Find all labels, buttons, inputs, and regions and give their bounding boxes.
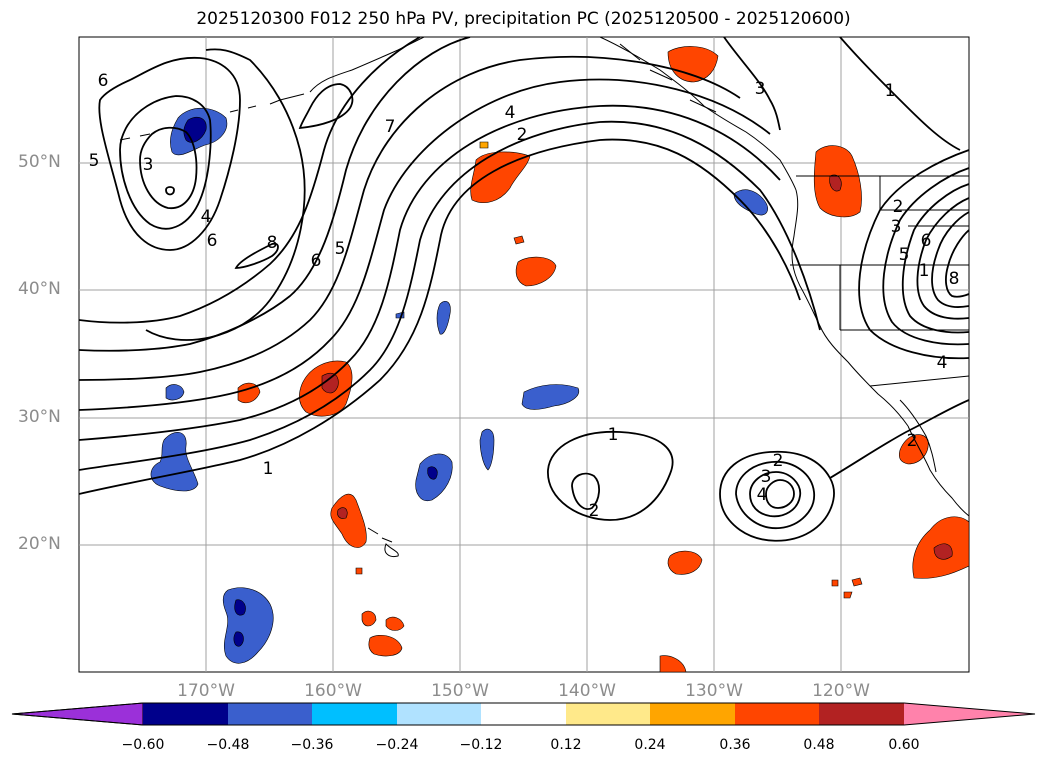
colorbar-segment bbox=[143, 703, 228, 725]
contour-label: 5 bbox=[335, 239, 346, 259]
lon-label: 140°W bbox=[558, 681, 616, 701]
contour-label: 3 bbox=[143, 155, 154, 175]
contour-label: 2 bbox=[893, 197, 904, 217]
contour-label: 6 bbox=[921, 231, 932, 251]
colorbar-tick: −0.48 bbox=[206, 737, 250, 753]
colorbar-tick: −0.24 bbox=[375, 737, 419, 753]
map-frame bbox=[78, 36, 970, 673]
colorbar-segment bbox=[312, 703, 397, 725]
lat-label: 30°N bbox=[18, 407, 61, 427]
lon-label: 150°W bbox=[431, 681, 489, 701]
colorbar-segment bbox=[819, 703, 904, 725]
contour-label: 2 bbox=[589, 501, 600, 521]
contour-label: 4 bbox=[201, 207, 212, 227]
contour-label: 5 bbox=[899, 245, 910, 265]
contour-label: 6 bbox=[207, 231, 218, 251]
colorbar-segment bbox=[397, 703, 481, 725]
contour-label: 4 bbox=[505, 103, 516, 123]
colorbar bbox=[11, 702, 1036, 726]
contour-label: 2 bbox=[517, 125, 528, 145]
lon-label: 120°W bbox=[812, 681, 870, 701]
colorbar-segment bbox=[566, 703, 650, 725]
contour-label: 8 bbox=[949, 269, 960, 289]
map-title: 2025120300 F012 250 hPa PV, precipitatio… bbox=[196, 9, 851, 29]
lon-label: 160°W bbox=[304, 681, 362, 701]
colorbar-tick: 0.12 bbox=[550, 737, 582, 753]
contour-label: 6 bbox=[311, 251, 322, 271]
colorbar-tick: 0.60 bbox=[888, 737, 920, 753]
colorbar-tick: 0.24 bbox=[634, 737, 666, 753]
colorbar-tick: −0.36 bbox=[290, 737, 334, 753]
lon-label: 130°W bbox=[685, 681, 743, 701]
contour-label: 6 bbox=[98, 71, 109, 91]
contour-label: 7 bbox=[385, 117, 396, 137]
contour-label: 4 bbox=[937, 353, 948, 373]
colorbar-tick: −0.60 bbox=[121, 737, 165, 753]
pv-contours bbox=[79, 37, 969, 542]
lat-label: 20°N bbox=[18, 534, 61, 554]
contour-label: 2 bbox=[907, 431, 918, 451]
precip-positive bbox=[237, 46, 969, 672]
colorbar-segment bbox=[481, 703, 566, 725]
colorbar-tick: 0.48 bbox=[803, 737, 835, 753]
colorbar-segment bbox=[228, 703, 312, 725]
colorbar-segment bbox=[735, 703, 819, 725]
colorbar-segment bbox=[650, 703, 735, 725]
contour-label: 5 bbox=[89, 151, 100, 171]
colorbar-outline bbox=[11, 702, 1036, 726]
contour-label: 1 bbox=[919, 261, 930, 281]
lat-label: 50°N bbox=[18, 152, 61, 172]
contour-label: 8 bbox=[267, 233, 278, 253]
contour-label: 1 bbox=[608, 425, 619, 445]
colorbar-extend-max bbox=[904, 703, 1035, 725]
contour-label: 2 bbox=[773, 451, 784, 471]
lat-label: 40°N bbox=[18, 279, 61, 299]
contour-label: 4 bbox=[757, 485, 768, 505]
contour-labels: 6 5 3 4 6 8 6 5 7 4 2 3 1 1 2 1 2 3 4 2 … bbox=[89, 71, 960, 521]
coastlines bbox=[119, 37, 969, 557]
contour-label: 3 bbox=[755, 79, 766, 99]
contour-label: 1 bbox=[885, 81, 896, 101]
lon-label: 170°W bbox=[177, 681, 235, 701]
contour-label: 1 bbox=[263, 459, 274, 479]
colorbar-tick: 0.36 bbox=[719, 737, 751, 753]
colorbar-extend-min bbox=[11, 702, 144, 726]
colorbar-tick: −0.12 bbox=[459, 737, 503, 753]
contour-label: 3 bbox=[761, 467, 772, 487]
contour-label: 3 bbox=[891, 217, 902, 237]
